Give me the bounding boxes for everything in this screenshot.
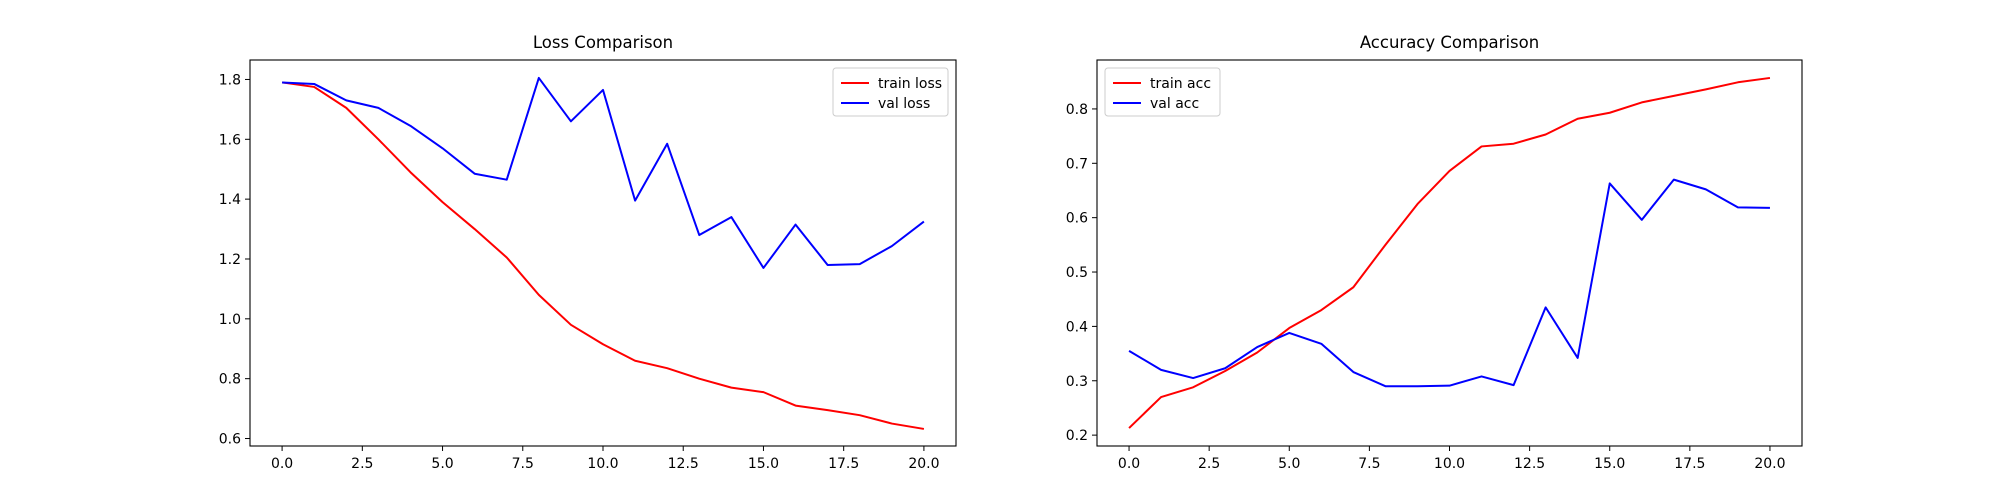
- legend-label: train acc: [1150, 76, 1211, 92]
- series-line-train-loss: [281, 81, 925, 430]
- series-line-train-acc: [1128, 76, 1771, 429]
- y-tick-label: 0.8: [1066, 102, 1088, 118]
- x-tick-label: 10.0: [1434, 456, 1465, 472]
- y-tick-label: 0.6: [1066, 211, 1088, 227]
- legend: train acc val acc: [1104, 67, 1221, 117]
- y-tick-label: 0.3: [1066, 374, 1088, 390]
- y-tick-label: 1.4: [219, 192, 241, 208]
- y-tick-label: 0.7: [1066, 156, 1088, 172]
- x-tick-label: 5.0: [1278, 456, 1300, 472]
- series-line-val-acc: [1128, 178, 1770, 388]
- y-tick-label: 1.0: [219, 312, 241, 328]
- chart-title: Loss Comparison: [533, 33, 673, 52]
- y-tick-label: 0.2: [1066, 428, 1088, 444]
- y-tick-label: 1.2: [219, 252, 241, 268]
- chart-1: Loss Comparison 0.0 2.5 5.0 7.5 10.0 12.5 15.0 1…: [219, 33, 957, 472]
- x-tick-label: 12.5: [668, 456, 699, 472]
- x-tick-label: 20.0: [1754, 456, 1785, 472]
- y-tick-label: 0.5: [1066, 265, 1088, 281]
- x-tick-label: 7.5: [1358, 456, 1380, 472]
- x-tick-label: 20.0: [908, 456, 939, 472]
- chart-2: Accuracy Comparison 0.0 2.5 5.0 7.5 10.0 12.5 1…: [1066, 33, 1803, 472]
- x-tick-label: 17.5: [828, 456, 859, 472]
- x-tick-label: 7.5: [512, 456, 534, 472]
- x-tick-label: 10.0: [587, 456, 618, 472]
- chart-title: Accuracy Comparison: [1360, 33, 1539, 52]
- legend-label: val loss: [878, 96, 930, 112]
- y-tick-label: 0.8: [219, 372, 241, 388]
- x-tick-label: 12.5: [1514, 456, 1545, 472]
- x-tick-label: 15.0: [1594, 456, 1625, 472]
- x-tick-label: 2.5: [351, 456, 373, 472]
- series-line-val-loss: [282, 76, 925, 269]
- legend: train loss val loss: [832, 67, 949, 117]
- x-tick-label: 5.0: [431, 456, 453, 472]
- legend-label: train loss: [878, 76, 942, 92]
- y-tick-label: 0.6: [219, 432, 241, 448]
- x-tick-label: 17.5: [1674, 456, 1705, 472]
- legend-label: val acc: [1150, 96, 1199, 112]
- x-tick-label: 0.0: [271, 456, 293, 472]
- x-tick-label: 0.0: [1118, 456, 1140, 472]
- x-tick-label: 15.0: [748, 456, 779, 472]
- x-tick-label: 2.5: [1198, 456, 1220, 472]
- y-tick-label: 1.8: [219, 72, 241, 88]
- y-tick-label: 0.4: [1066, 319, 1088, 335]
- y-tick-label: 1.6: [219, 132, 241, 148]
